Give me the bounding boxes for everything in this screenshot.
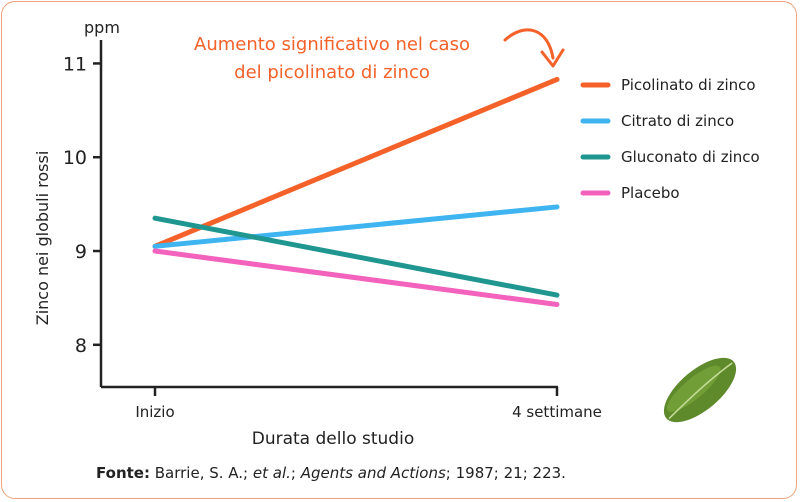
y-tick-label: 8 [75,335,87,357]
source-journal: Agents and Actions [300,464,446,482]
y-unit-label: ppm [84,18,120,37]
annotation-line-1: Aumento significativo nel caso [194,34,470,55]
y-tick-label: 9 [75,241,87,263]
source-etal: et al. [252,464,291,482]
x-tick-label: 4 settimane [512,403,602,421]
source-details: ; 1987; 21; 223. [445,464,566,482]
legend-label: Picolinato di zinco [621,76,756,94]
series-line [152,204,560,249]
source-authors: Barrie, S. A.; [154,464,249,482]
annotation-line-2: del picolinato di zinco [234,62,430,83]
series-line [152,248,560,307]
leaf-icon [663,357,737,423]
y-tick-label: 11 [63,53,87,75]
series-line [152,215,560,298]
legend-label: Placebo [621,184,680,202]
x-axis-title: Durata dello studio [252,429,414,449]
legend-label: Citrato di zinco [621,112,734,130]
source-label: Fonte: [96,464,150,482]
y-axis-title: Zinco nei globuli rossi [33,151,52,326]
x-tick-label: Inizio [135,403,174,421]
source-separator: ; [290,464,296,482]
legend-label: Gluconato di zinco [621,148,760,166]
source-citation: Fonte: Barrie, S. A.; et al.; Agents and… [96,464,566,482]
y-tick-label: 10 [63,147,87,169]
curved-arrow-icon [503,28,565,68]
series-line [152,76,560,249]
